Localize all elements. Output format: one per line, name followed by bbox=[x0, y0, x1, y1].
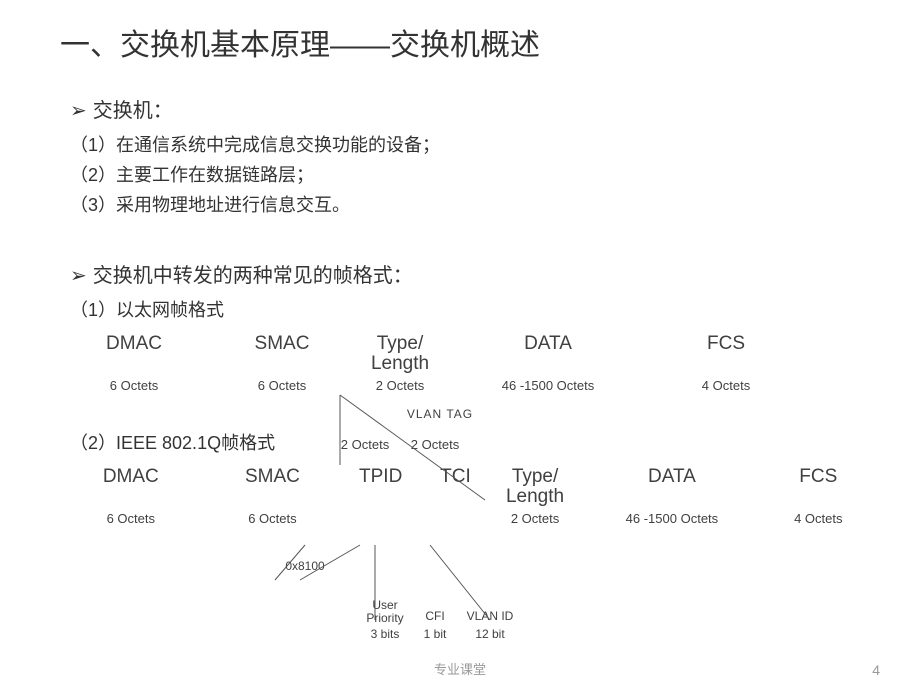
field-size: 6 Octets bbox=[60, 376, 208, 396]
field-header: FCS bbox=[652, 332, 800, 376]
footer-watermark: 专业课堂 bbox=[434, 659, 486, 678]
bullet-1-text: 交换机： bbox=[93, 100, 173, 122]
field-size: 46 -1500 Octets bbox=[444, 376, 652, 396]
tci-size: 2 Octets bbox=[400, 437, 470, 452]
slide: 一、交换机基本原理——交换机概述 ➢ 交换机： （1）在通信系统中完成信息交换功能… bbox=[0, 0, 920, 690]
arrow-icon: ➢ bbox=[70, 100, 87, 122]
sub-4: （1）以太网帧格式 bbox=[70, 296, 870, 322]
field-size: 2 Octets bbox=[493, 509, 577, 529]
sub-5: （2）IEEE 802.1Q帧格式 bbox=[70, 429, 275, 455]
field-header: DMAC bbox=[60, 332, 208, 376]
field-header: DATA bbox=[444, 332, 652, 376]
field-size: 6 Octets bbox=[60, 509, 202, 529]
tpid-value: 0x8100 bbox=[270, 559, 340, 573]
field-size bbox=[343, 509, 418, 529]
tci-vlanid: VLAN ID bbox=[460, 609, 520, 623]
bullet-2: ➢ 交换机中转发的两种常见的帧格式： bbox=[70, 259, 870, 288]
eth-header-row: DMACSMACType/ LengthDATAFCS bbox=[60, 332, 870, 376]
field-size: 46 -1500 Octets bbox=[577, 509, 766, 529]
dot1q-size-row: 6 Octets6 Octets 2 Octets46 -1500 Octets4… bbox=[60, 509, 870, 529]
tci-user-priority: User Priority bbox=[360, 599, 410, 625]
field-header: SMAC bbox=[208, 332, 356, 376]
sub-1: （1）在通信系统中完成信息交换功能的设备； bbox=[70, 131, 870, 157]
bullet-2-text: 交换机中转发的两种常见的帧格式： bbox=[93, 265, 413, 287]
field-header: FCS bbox=[767, 465, 870, 509]
field-size: 6 Octets bbox=[202, 509, 344, 529]
field-header: Type/ Length bbox=[493, 465, 577, 509]
sub-2: （2）主要工作在数据链路层； bbox=[70, 161, 870, 187]
page-number: 4 bbox=[872, 662, 880, 678]
dot1q-frame-table: DMACSMACTPIDTCIType/ LengthDATAFCS 6 Oct… bbox=[60, 465, 870, 528]
arrow-icon: ➢ bbox=[70, 265, 87, 287]
dot1q-header-row: DMACSMACTPIDTCIType/ LengthDATAFCS bbox=[60, 465, 870, 509]
tci-bits-2: 12 bit bbox=[460, 627, 520, 641]
field-header: DMAC bbox=[60, 465, 202, 509]
sub-3: （3）采用物理地址进行信息交互。 bbox=[70, 191, 870, 217]
field-size: 2 Octets bbox=[356, 376, 444, 396]
tci-cfi: CFI bbox=[415, 609, 455, 623]
field-header: SMAC bbox=[202, 465, 344, 509]
vlan-tag-label: VLAN TAG bbox=[390, 407, 490, 421]
field-header: DATA bbox=[577, 465, 766, 509]
ethernet-frame-table: DMACSMACType/ LengthDATAFCS 6 Octets6 Oc… bbox=[60, 332, 870, 395]
field-header: TPID bbox=[343, 465, 418, 509]
field-header: TCI bbox=[418, 465, 493, 509]
field-size: 6 Octets bbox=[208, 376, 356, 396]
slide-title: 一、交换机基本原理——交换机概述 bbox=[60, 20, 870, 64]
bullet-1: ➢ 交换机： bbox=[70, 94, 870, 123]
tpid-size: 2 Octets bbox=[330, 437, 400, 452]
field-header: Type/ Length bbox=[356, 332, 444, 376]
eth-size-row: 6 Octets6 Octets2 Octets46 -1500 Octets4… bbox=[60, 376, 870, 396]
tci-bits-1: 1 bit bbox=[415, 627, 455, 641]
field-size: 4 Octets bbox=[652, 376, 800, 396]
field-size bbox=[418, 509, 493, 529]
field-size: 4 Octets bbox=[767, 509, 870, 529]
tci-bits-0: 3 bits bbox=[360, 627, 410, 641]
